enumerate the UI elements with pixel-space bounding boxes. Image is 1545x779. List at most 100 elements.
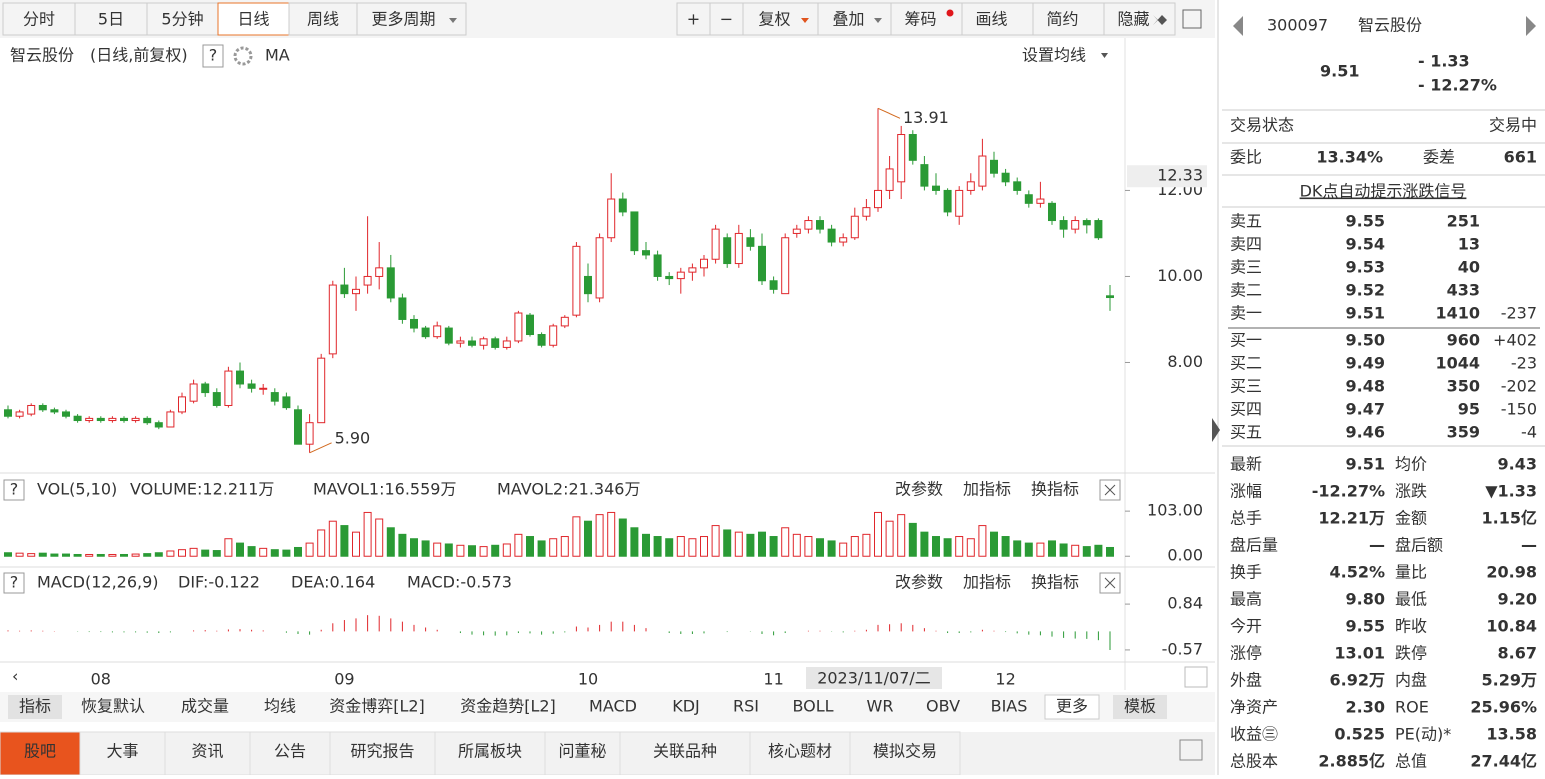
indicator-tab[interactable]: KDJ: [672, 697, 700, 716]
period-tab[interactable]: [356, 2, 467, 36]
tool-label[interactable]: 复权: [758, 10, 790, 29]
help-box[interactable]: [3, 572, 25, 594]
tool-label[interactable]: 简约: [1046, 10, 1078, 29]
volume-bar: [1001, 536, 1010, 557]
stat-value: —: [1369, 536, 1385, 555]
bottom-tab-label[interactable]: 问董秘: [558, 742, 606, 761]
stat-label: 最高: [1230, 590, 1262, 609]
help-label[interactable]: ?: [10, 573, 19, 592]
volume-bar: [537, 540, 546, 557]
candle-body: [270, 392, 279, 402]
indicator-tab[interactable]: BOLL: [792, 697, 833, 716]
indicator-tab[interactable]: 均线: [264, 697, 296, 716]
period-label[interactable]: 周线: [307, 10, 339, 29]
period-label[interactable]: 更多周期: [371, 10, 435, 29]
max-pointer: [877, 107, 901, 119]
candle-body: [421, 327, 430, 338]
tool-label[interactable]: 筹码: [904, 10, 936, 29]
stat-label: 收益㊂: [1230, 725, 1278, 744]
bottom-tab-label[interactable]: 研究报告: [350, 742, 414, 761]
tab-box[interactable]: [8, 695, 62, 719]
bottom-tab-label[interactable]: 股吧: [24, 742, 56, 761]
stat-label: 涨跌: [1395, 482, 1427, 501]
volume-bar: [282, 549, 291, 557]
bottom-tab-label[interactable]: 公告: [274, 742, 306, 761]
indicator-tab[interactable]: 指标: [19, 697, 51, 716]
volume-bar: [259, 547, 268, 557]
prev-arrow[interactable]: [1233, 16, 1243, 36]
bottom-tab[interactable]: [849, 731, 961, 776]
bottom-tab[interactable]: [434, 731, 546, 776]
help-box[interactable]: [202, 44, 224, 68]
panel-button[interactable]: 加指标: [963, 480, 1011, 499]
panel-button[interactable]: 换指标: [1031, 573, 1079, 592]
indicator-tab[interactable]: WR: [867, 697, 894, 716]
indicator-tab[interactable]: MACD: [589, 697, 637, 716]
tab-box[interactable]: [1044, 694, 1100, 720]
panel-button[interactable]: 换指标: [1031, 480, 1079, 499]
period-label[interactable]: 分时: [23, 10, 55, 29]
period-tab[interactable]: [74, 2, 148, 36]
volume-bar: [143, 553, 152, 557]
tool-label[interactable]: 画线: [975, 10, 1007, 29]
bottom-tab-label[interactable]: 资讯: [191, 742, 223, 761]
download-icon[interactable]: [1179, 739, 1203, 761]
indicator-tab[interactable]: 恢复默认: [81, 697, 145, 716]
ma-settings[interactable]: 设置均线: [1022, 46, 1086, 65]
period-tab[interactable]: [288, 2, 358, 36]
panel-button[interactable]: 改参数: [895, 480, 943, 499]
bottom-tab[interactable]: [249, 731, 331, 776]
bottom-tab[interactable]: [544, 731, 621, 776]
candle-body: [4, 409, 12, 417]
bottom-tab[interactable]: [329, 731, 436, 776]
candle-body: [154, 422, 163, 428]
bottom-tab-label[interactable]: 大事: [106, 742, 138, 761]
period-label[interactable]: 5分钟: [161, 10, 203, 29]
panel-button[interactable]: 加指标: [963, 573, 1011, 592]
tool-label[interactable]: +: [687, 10, 700, 29]
period-tab[interactable]: [146, 2, 219, 36]
bottom-tab-label[interactable]: 关联品种: [653, 742, 717, 761]
tool-button[interactable]: [709, 2, 744, 36]
bottom-tab-label[interactable]: 所属板块: [458, 742, 522, 761]
scroll-right[interactable]: [1184, 666, 1208, 688]
bottom-tab[interactable]: [0, 731, 81, 776]
indicator-tab[interactable]: RSI: [733, 697, 759, 716]
period-label[interactable]: 5日: [98, 10, 124, 29]
scroll-left[interactable]: ‹: [12, 667, 18, 686]
fullscreen-icon[interactable]: [1182, 9, 1202, 29]
next-arrow[interactable]: [1526, 16, 1536, 36]
candle-body: [897, 134, 906, 183]
tool-label[interactable]: −: [720, 10, 733, 29]
candle-body: [804, 220, 813, 230]
indicator-tab[interactable]: 成交量: [181, 697, 229, 716]
bottom-tab-label[interactable]: 核心题材: [768, 742, 832, 761]
tool-label[interactable]: 叠加: [832, 10, 864, 29]
help-box[interactable]: [3, 479, 25, 501]
indicator-label: VOLUME:12.211万: [130, 480, 274, 499]
candle-body: [1106, 295, 1114, 299]
bottom-tab-label[interactable]: 模拟交易: [873, 742, 937, 761]
indicator-tab[interactable]: 资金博弈[L2]: [329, 697, 425, 716]
collapse-arrow[interactable]: [1212, 418, 1220, 442]
book-label: 买四: [1230, 400, 1262, 419]
indicator-tab[interactable]: 资金趋势[L2]: [460, 697, 556, 716]
indicator-tab[interactable]: 模板: [1124, 697, 1156, 716]
gear-icon[interactable]: [233, 46, 253, 66]
period-label[interactable]: 日线: [237, 10, 269, 29]
tool-button[interactable]: [1032, 2, 1105, 36]
help-label[interactable]: ?: [209, 46, 218, 65]
signal-link[interactable]: DK点自动提示涨跌信号: [1300, 182, 1467, 201]
tool-button[interactable]: [890, 2, 963, 36]
indicator-tab[interactable]: BIAS: [991, 697, 1028, 716]
bottom-tab[interactable]: [619, 731, 751, 776]
tool-button[interactable]: [961, 2, 1034, 36]
tool-label[interactable]: 隐藏: [1117, 10, 1149, 29]
indicator-tab[interactable]: 更多: [1056, 697, 1088, 716]
period-tab[interactable]: [217, 2, 290, 36]
tab-box[interactable]: [1113, 695, 1167, 719]
panel-button[interactable]: 改参数: [895, 573, 943, 592]
help-label[interactable]: ?: [10, 480, 19, 499]
indicator-tab[interactable]: OBV: [926, 697, 960, 716]
tool-button[interactable]: [676, 2, 711, 36]
